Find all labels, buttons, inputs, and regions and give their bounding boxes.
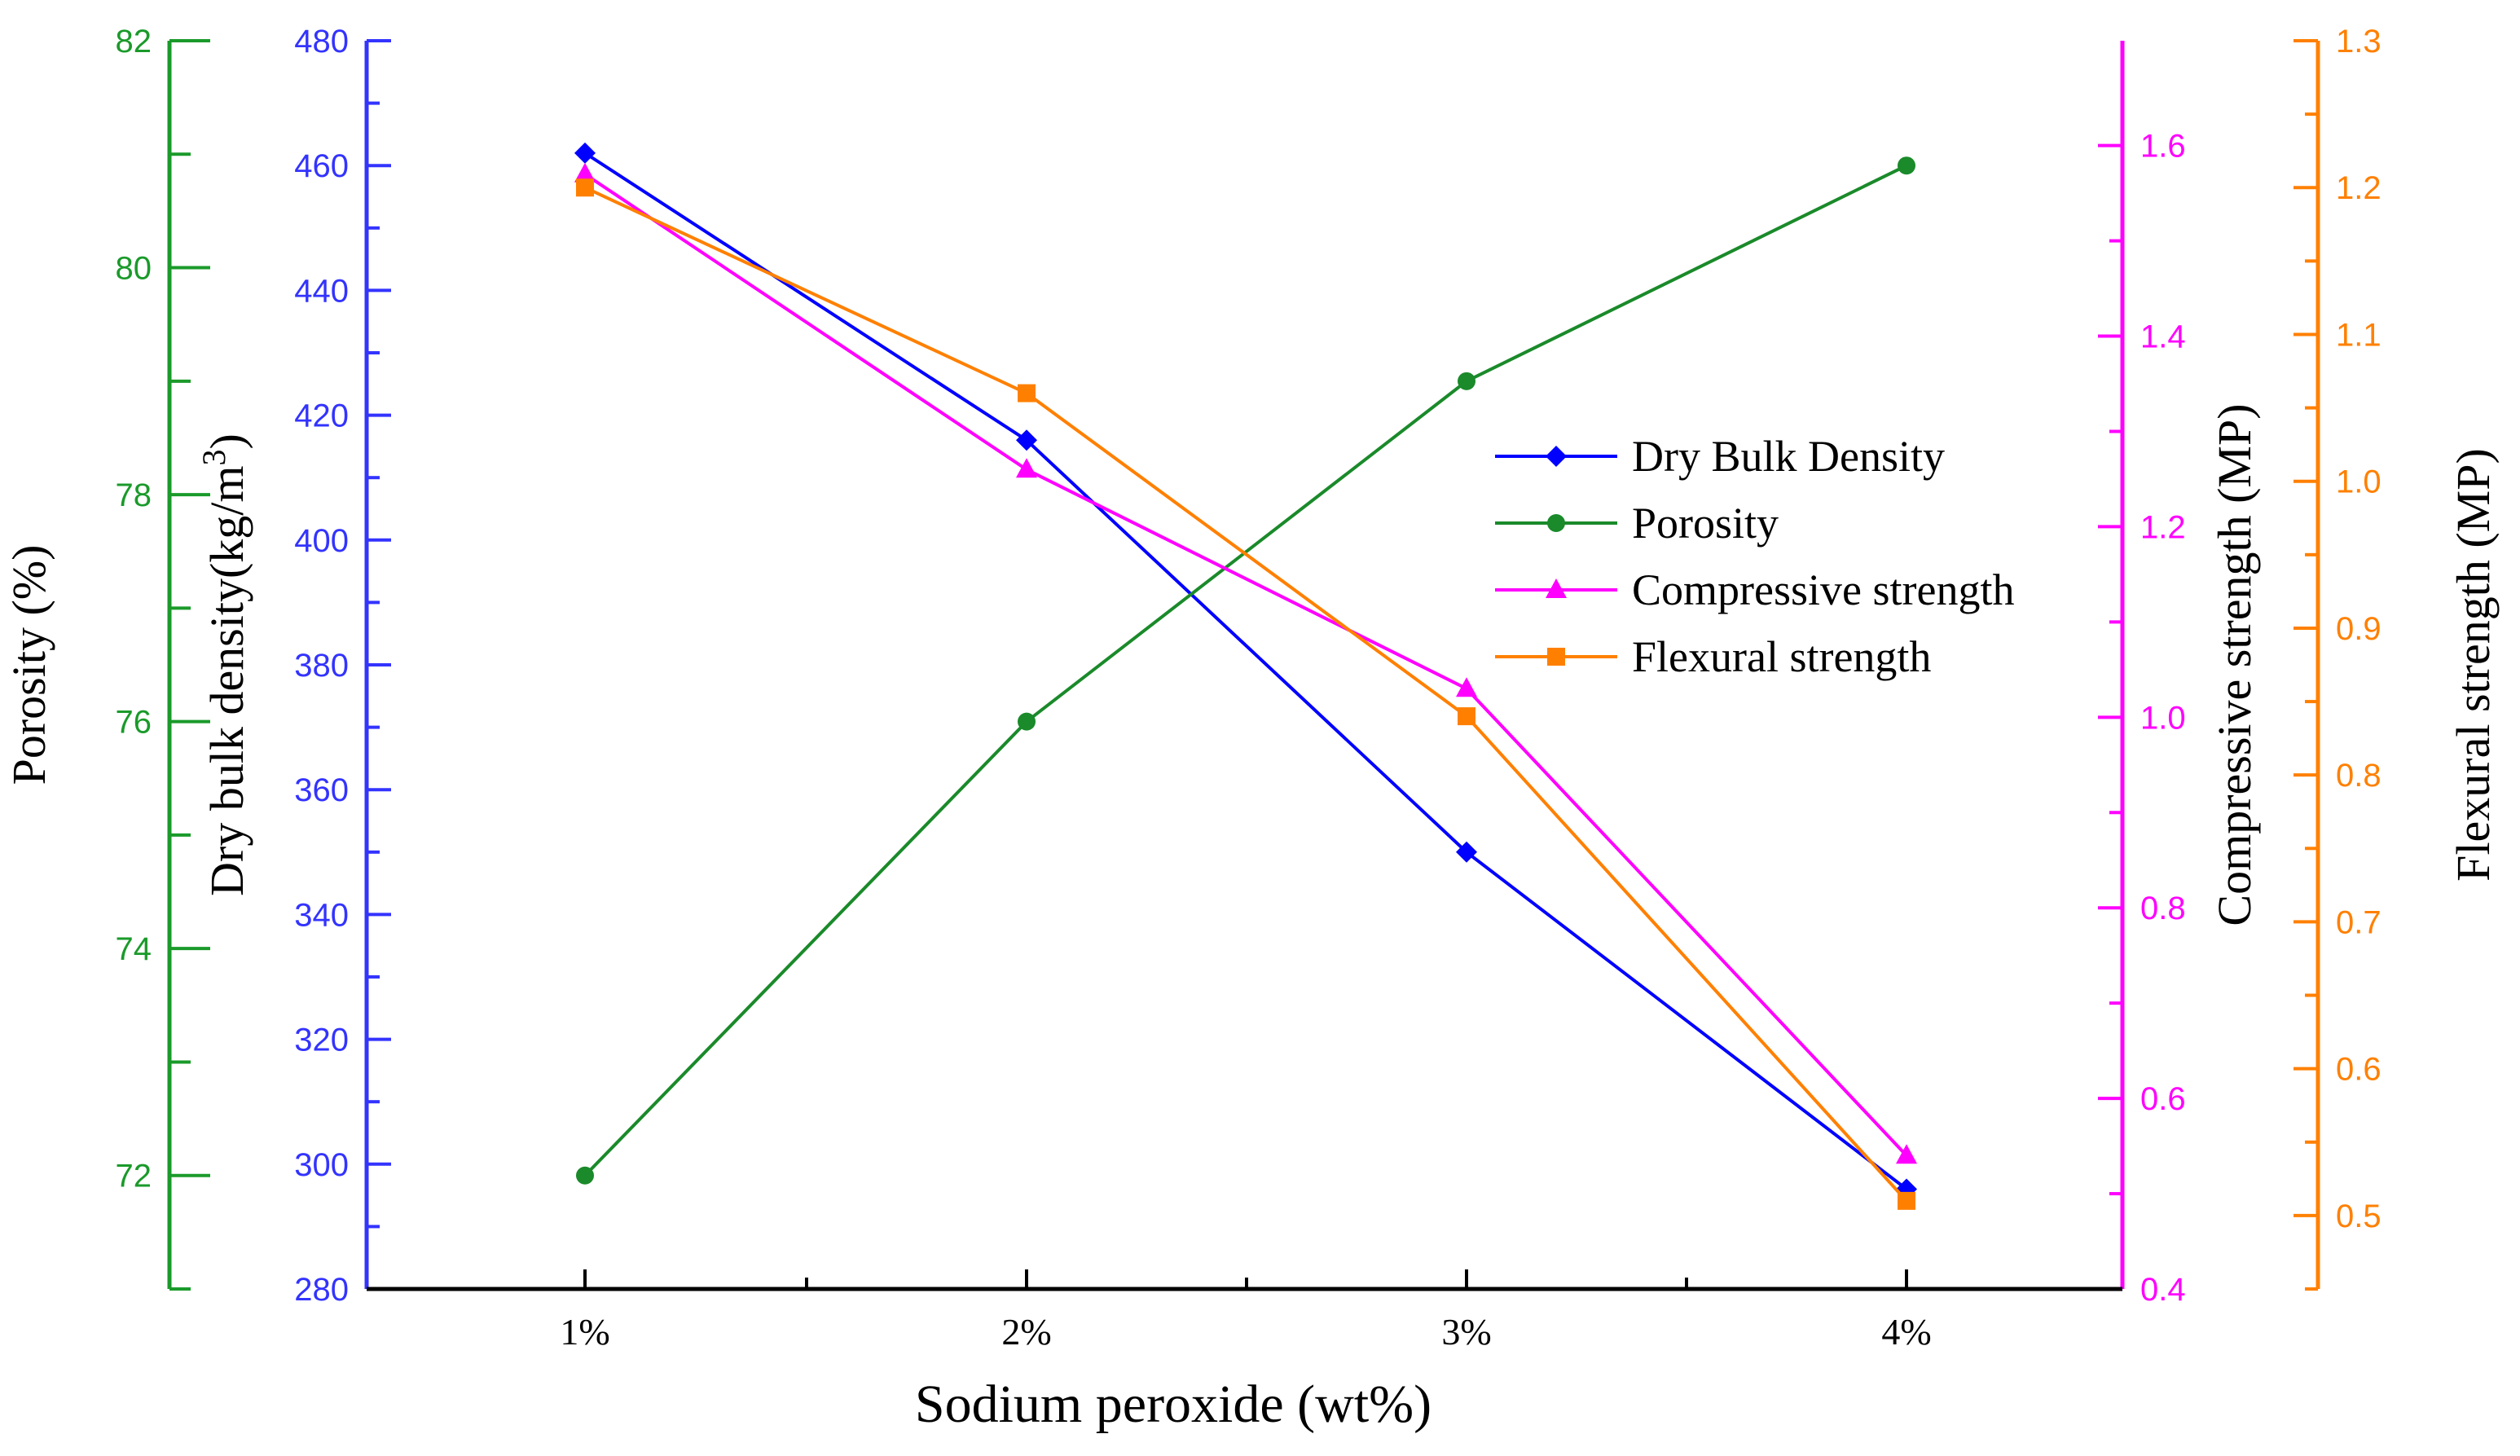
dry-bulk-density-point: [1456, 841, 1477, 863]
flexural-strength-series: [576, 178, 1915, 1210]
flexural-tick-label: 1.2: [2336, 170, 2381, 206]
density-axis: 280 300 320 340 360 380 400 420 440 460 480 Dry bul…: [196, 24, 391, 1308]
flexural-strength-line: [584, 186, 1908, 1203]
density-tick-label: 340: [294, 897, 349, 933]
porosity-point: [1018, 712, 1036, 731]
flexural-axis: 0.5 0.6 0.7 0.8 0.9 1.0 1.1 1.2 1.3 Flexural stre…: [2294, 24, 2500, 1291]
porosity-tick-label: 78: [116, 477, 152, 513]
compressive-strength-point: [1896, 1144, 1917, 1164]
compressive-tick-label: 0.6: [2140, 1081, 2186, 1117]
density-tick-label: 300: [294, 1147, 349, 1183]
flexural-strength-point: [1018, 384, 1036, 402]
compressive-axis-title: Compressive strength (MP): [2208, 403, 2261, 926]
flexural-strength-point: [576, 178, 594, 197]
flexural-tick-label: 0.8: [2336, 758, 2381, 794]
x-tick-label: 3%: [1441, 1311, 1491, 1353]
flexural-strength-point: [1898, 1191, 1915, 1210]
flexural-strength-point: [1458, 707, 1475, 726]
porosity-tick-label: 72: [116, 1159, 152, 1194]
dry-bulk-density-point: [574, 142, 596, 164]
legend-marker-flexural-strength: [1547, 648, 1565, 666]
flexural-tick-label: 1.3: [2336, 24, 2381, 59]
flexural-tick-label: 0.5: [2336, 1199, 2381, 1234]
series-layer: [574, 142, 1917, 1210]
legend-label-compressive-strength: Compressive strength: [1632, 565, 2014, 614]
porosity-tick-label: 76: [116, 705, 152, 741]
legend-label-porosity: Porosity: [1632, 499, 1779, 548]
porosity-axis-title: Porosity (%): [2, 545, 55, 785]
legend-marker-porosity: [1547, 514, 1565, 532]
legend-item-flexural-strength: Flexural strength: [1495, 632, 1931, 681]
porosity-axis: 72 74 76 78 80 82 Porosity (%): [2, 24, 210, 1291]
compressive-tick-label: 1.4: [2140, 319, 2186, 355]
legend-label-flexural-strength: Flexural strength: [1632, 632, 1931, 681]
compressive-strength-point: [1016, 458, 1037, 478]
porosity-tick-label: 80: [116, 251, 152, 287]
density-tick-label: 440: [294, 273, 349, 309]
flexural-tick-label: 0.7: [2336, 904, 2381, 940]
compressive-tick-label: 0.8: [2140, 891, 2186, 926]
compressive-axis: 0.4 0.6 0.8 1.0 1.2 1.4 1.6 Compressive strengt…: [2098, 41, 2261, 1308]
density-tick-label: 380: [294, 648, 349, 684]
compressive-tick-label: 1.0: [2140, 700, 2186, 736]
legend-marker-dry-bulk-density: [1546, 446, 1567, 467]
legend: Dry Bulk Density Porosity Compressive stre…: [1495, 432, 2014, 681]
legend-item-compressive-strength: Compressive strength: [1495, 565, 2014, 614]
compressive-strength-series: [574, 162, 1917, 1164]
x-axis: 1% 2% 3% 4%: [367, 1269, 2122, 1353]
axes-layer: 72 74 76 78 80 82 Porosity (%) 280 300 320 340 360 3…: [2, 24, 2500, 1353]
porosity-point: [576, 1166, 594, 1185]
density-axis-title: Dry bulk density(kg/m3): [196, 433, 254, 896]
legend-marker-compressive-strength: [1546, 578, 1567, 598]
porosity-line: [583, 164, 1907, 1177]
porosity-point: [1898, 156, 1915, 175]
legend-label-dry-bulk-density: Dry Bulk Density: [1632, 432, 1945, 481]
dry-bulk-density-point: [1016, 429, 1037, 451]
flexural-tick-label: 0.9: [2336, 611, 2381, 647]
dry-bulk-density-line: [583, 152, 1908, 1191]
legend-item-porosity: Porosity: [1495, 499, 1779, 548]
density-tick-label: 320: [294, 1023, 349, 1058]
compressive-tick-label: 1.2: [2140, 509, 2186, 545]
flexural-axis-title: Flexural strength (MP): [2447, 448, 2500, 882]
density-tick-label: 480: [294, 24, 349, 59]
x-tick-label: 2%: [1001, 1311, 1051, 1353]
porosity-series: [576, 156, 1915, 1185]
x-tick-label: 4%: [1881, 1311, 1931, 1353]
density-tick-label: 400: [294, 523, 349, 559]
density-tick-label: 460: [294, 148, 349, 184]
compressive-strength-point: [574, 162, 596, 183]
density-tick-label: 360: [294, 772, 349, 808]
porosity-tick-label: 74: [116, 931, 152, 967]
flexural-tick-label: 0.6: [2336, 1052, 2381, 1088]
flexural-tick-label: 1.0: [2336, 464, 2381, 500]
flexural-tick-label: 1.1: [2336, 317, 2381, 353]
density-tick-label: 280: [294, 1272, 349, 1308]
compressive-tick-label: 0.4: [2140, 1272, 2186, 1308]
porosity-tick-label: 82: [116, 24, 152, 59]
x-axis-title: Sodium peroxide (wt%): [915, 1375, 1432, 1434]
compressive-strength-point: [1456, 677, 1477, 697]
compressive-strength-line: [583, 173, 1908, 1157]
x-tick-label: 1%: [560, 1311, 609, 1353]
compressive-tick-label: 1.6: [2140, 129, 2186, 165]
density-tick-label: 420: [294, 398, 349, 434]
porosity-point: [1458, 372, 1475, 390]
legend-item-dry-bulk-density: Dry Bulk Density: [1495, 432, 1945, 481]
